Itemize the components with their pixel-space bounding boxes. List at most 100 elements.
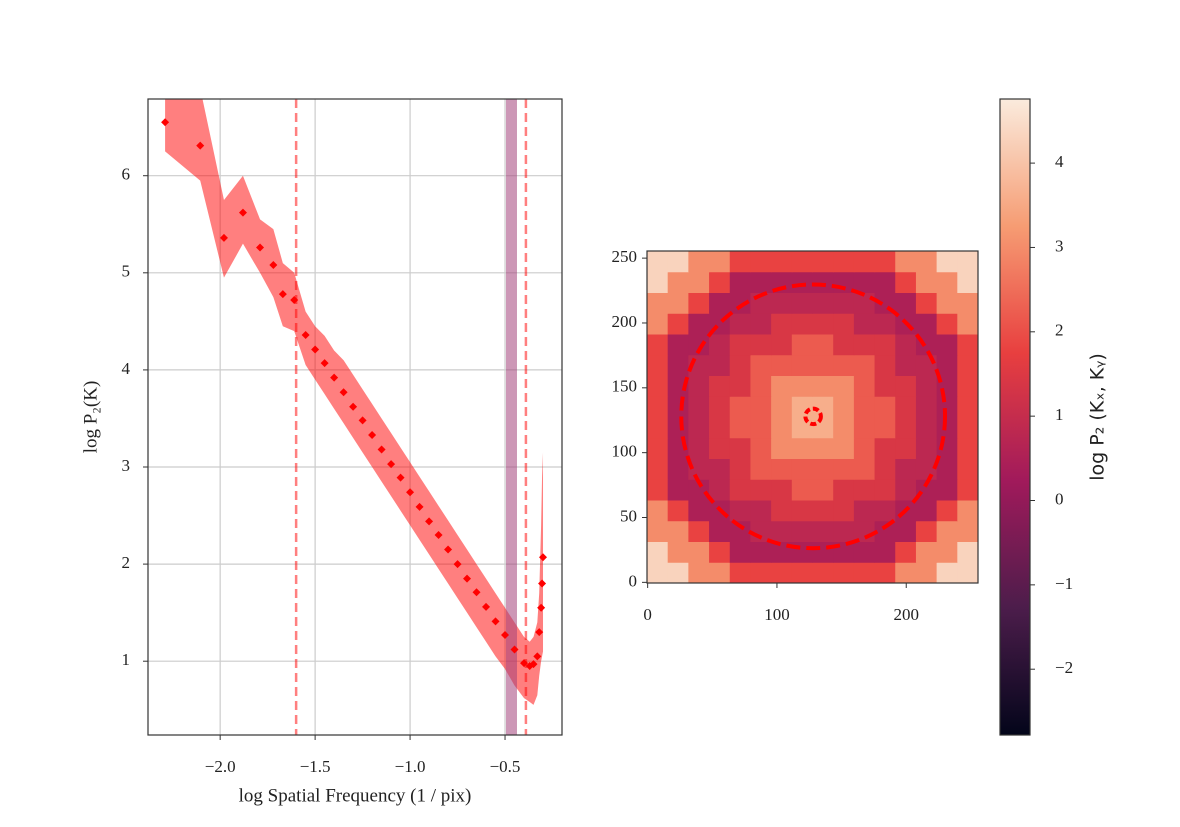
y-tick-label: 0 <box>629 571 638 590</box>
highlight-span <box>505 99 517 735</box>
heatmap-cell <box>812 251 834 273</box>
heatmap-cell <box>895 417 917 439</box>
heatmap-cell <box>853 541 876 563</box>
heatmap-cell <box>729 458 751 480</box>
data-point <box>434 530 443 539</box>
heatmap-cell <box>647 437 669 459</box>
heatmap-cell <box>729 313 751 335</box>
heatmap-cell <box>853 334 876 356</box>
heatmap-cell <box>915 417 938 439</box>
heatmap-cell <box>647 500 669 522</box>
heatmap-cell <box>833 251 855 273</box>
heatmap-cell <box>833 396 855 418</box>
heatmap-cell <box>729 520 751 542</box>
circle-overlay <box>679 282 948 551</box>
heatmap-cell <box>688 437 710 459</box>
heatmap-cell <box>812 396 834 418</box>
heatmap-cell <box>833 458 855 480</box>
heatmap-cell <box>936 500 958 522</box>
heatmap-cell <box>957 313 978 335</box>
heatmap-cell <box>895 520 917 542</box>
heatmap-cell <box>833 313 855 335</box>
heatmap-cell <box>957 437 978 459</box>
data-point <box>196 141 205 150</box>
heatmap-cell <box>791 479 813 501</box>
heatmap-cell <box>853 292 876 314</box>
heatmap-cell <box>709 271 731 293</box>
heatmap-cell <box>709 541 731 563</box>
heatmap-cell <box>936 417 958 439</box>
heatmap-cell <box>853 562 876 583</box>
heatmap-cell <box>688 541 710 563</box>
data-point <box>501 630 510 639</box>
heatmap-cell <box>874 562 896 583</box>
heatmap-cell <box>791 313 813 335</box>
heatmap-cell <box>729 354 751 376</box>
heatmap-cell <box>791 334 813 356</box>
data-point <box>278 290 287 299</box>
heatmap-cell <box>667 313 689 335</box>
heatmap-cell <box>853 313 876 335</box>
heatmap-cell <box>895 562 917 583</box>
heatmap-cell <box>957 458 978 480</box>
error-band <box>165 99 544 705</box>
data-point <box>161 118 170 127</box>
heatmap-cell <box>729 271 751 293</box>
heatmap-cell <box>667 458 689 480</box>
heatmap-cell <box>957 541 978 563</box>
colorbar-tick-label: −1 <box>1055 574 1073 593</box>
image-area <box>647 251 978 583</box>
heatmap-cell <box>750 396 772 418</box>
axes-frame <box>147 98 563 736</box>
heatmap-cell <box>688 375 710 397</box>
heatmap-cell <box>936 520 958 542</box>
heatmap-cell <box>874 396 896 418</box>
heatmap-cell <box>957 334 978 356</box>
heatmap-cell <box>936 458 958 480</box>
heatmap-cell <box>833 520 855 542</box>
heatmap-cell <box>915 396 938 418</box>
heatmap-cell <box>750 562 772 583</box>
axes-frame <box>646 250 979 584</box>
data-point <box>482 602 491 611</box>
heatmap-cell <box>895 479 917 501</box>
heatmap-cell <box>771 313 793 335</box>
heatmap-cell <box>791 562 813 583</box>
heatmap-cell <box>874 520 896 542</box>
heatmap-cell <box>812 375 834 397</box>
heatmap-cell <box>688 458 710 480</box>
heatmap-cell <box>771 354 793 376</box>
heatmap-cell <box>874 313 896 335</box>
data-point <box>301 330 310 339</box>
heatmap-cell <box>895 375 917 397</box>
data-point <box>520 659 529 668</box>
heatmap-cell <box>791 541 813 563</box>
x-tick-label: 0 <box>643 605 652 624</box>
colorbar <box>999 98 1031 736</box>
heatmap-cell <box>667 562 689 583</box>
heatmap-cell <box>957 562 978 583</box>
heatmap-cell <box>936 541 958 563</box>
heatmap-cell <box>729 334 751 356</box>
heatmap-cell <box>750 251 772 273</box>
data-point <box>444 545 453 554</box>
heatmap-cell <box>957 500 978 522</box>
heatmap-cell <box>688 562 710 583</box>
heatmap-cell <box>812 500 834 522</box>
heatmap-cell <box>853 500 876 522</box>
heatmap-cell <box>957 251 978 273</box>
colorbar-tick-label: 1 <box>1055 405 1064 424</box>
y-axis-label: log P₂(K) <box>80 381 101 454</box>
y-tick-label: 1 <box>122 650 131 669</box>
heatmap-cell <box>688 396 710 418</box>
data-point <box>529 660 538 669</box>
heatmap-cell <box>667 334 689 356</box>
heatmap-cell <box>874 500 896 522</box>
heatmap-cell <box>791 520 813 542</box>
heatmap-cell <box>874 354 896 376</box>
heatmap-cell <box>812 437 834 459</box>
heatmap-cell <box>915 500 938 522</box>
heatmap-cell <box>812 313 834 335</box>
heatmap-cell <box>709 520 731 542</box>
data-point <box>311 345 320 354</box>
